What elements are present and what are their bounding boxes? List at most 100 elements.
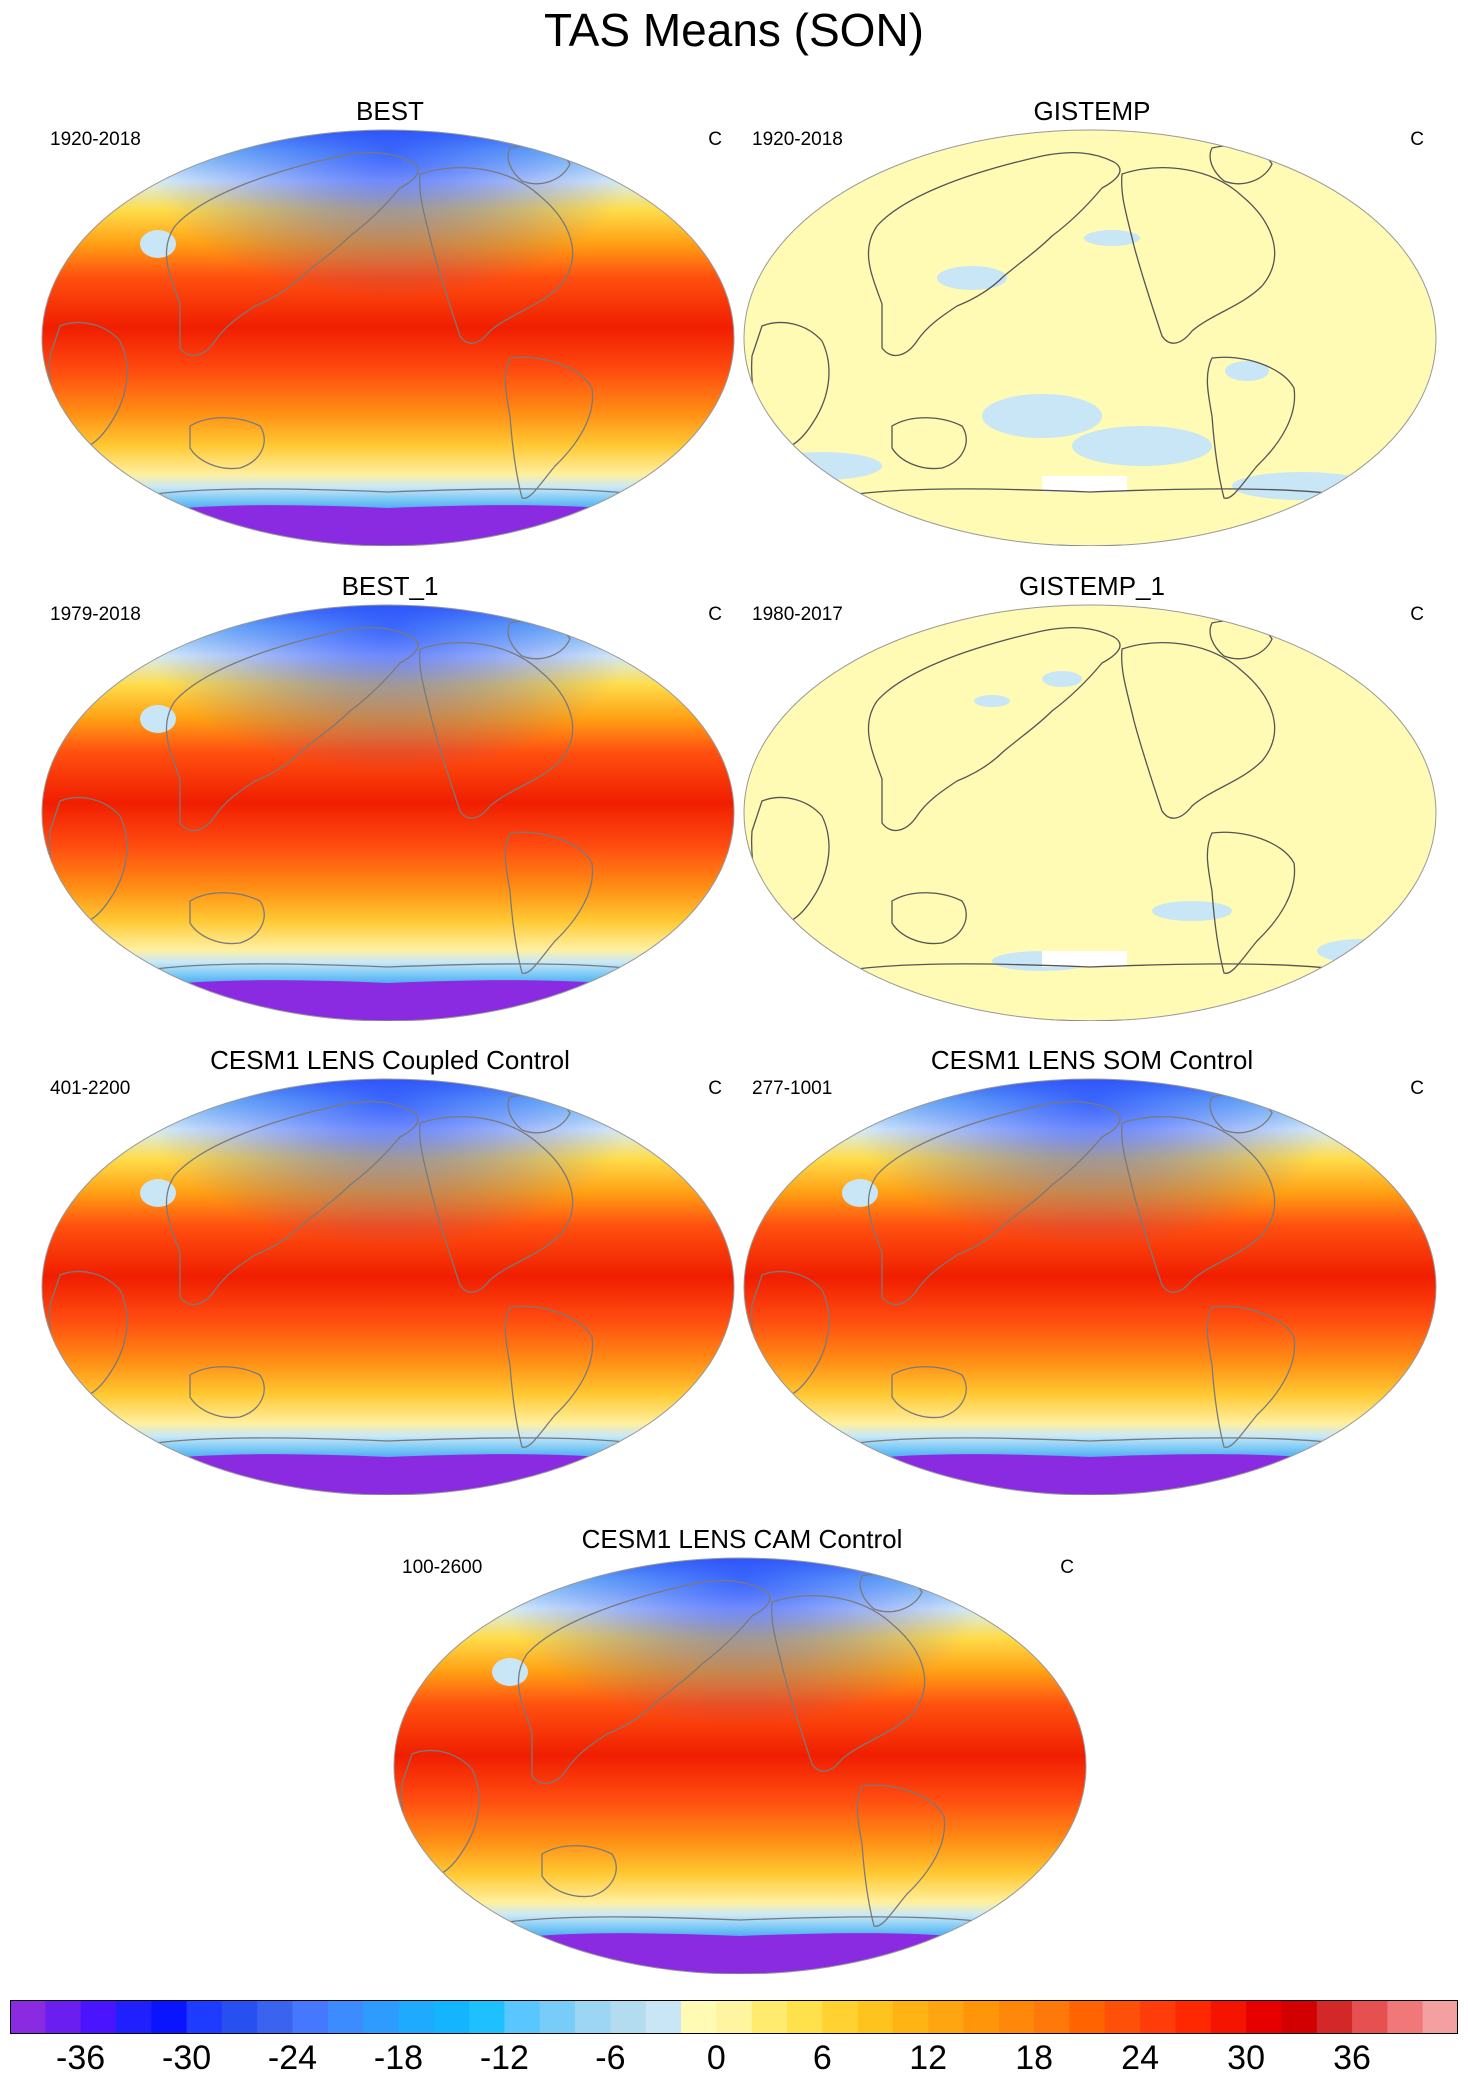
colorbar-swatch bbox=[151, 2000, 188, 2034]
panel-title: CESM1 LENS SOM Control bbox=[930, 1045, 1254, 1075]
colorbar-tick-label: 36 bbox=[1333, 2039, 1371, 2077]
colorbar-swatch bbox=[433, 2000, 470, 2034]
colorbar-swatch bbox=[186, 2000, 223, 2034]
world-map bbox=[743, 129, 1437, 546]
map-panel-cesm1-coupled: CESM1 LENS Coupled Control 401-2200 C bbox=[40, 1045, 740, 1495]
colorbar-swatch bbox=[610, 2000, 647, 2034]
cool-anomaly-region bbox=[1072, 426, 1212, 466]
arctic-cold-region bbox=[394, 1558, 1086, 1974]
coastline-samerica bbox=[504, 1305, 594, 1448]
map-border bbox=[393, 1557, 1087, 1974]
colorbar-swatch bbox=[963, 2000, 1000, 2034]
colorbar-swatch bbox=[751, 2000, 788, 2034]
coastline-samerica bbox=[1206, 356, 1296, 499]
panel-title: BEST_1 bbox=[341, 571, 439, 601]
coastline-namerica bbox=[419, 1116, 574, 1293]
missing-data-region bbox=[1042, 476, 1127, 492]
world-map bbox=[41, 1078, 735, 1495]
cool-anomaly-region bbox=[762, 452, 882, 480]
map-border bbox=[743, 604, 1437, 1021]
coastline-samerica bbox=[1206, 1305, 1296, 1448]
unit-label: C bbox=[1060, 1557, 1074, 1578]
colorbar-swatch bbox=[398, 2000, 435, 2034]
coastline-eurasia bbox=[165, 627, 419, 832]
colorbar-swatch bbox=[645, 2000, 682, 2034]
unit-label: C bbox=[708, 1078, 722, 1099]
coastline-eurasia bbox=[165, 152, 419, 357]
antarctic-cold-region bbox=[802, 1454, 1382, 1495]
coastline-namerica bbox=[419, 642, 574, 819]
colorbar-swatch bbox=[1069, 2000, 1106, 2034]
colorbar-swatch bbox=[822, 2000, 859, 2034]
colorbar-tick-label: -24 bbox=[267, 2039, 318, 2077]
cool-anomaly-region bbox=[974, 695, 1010, 707]
colorbar-swatch bbox=[1422, 2000, 1458, 2034]
colorbar-tick-label: 30 bbox=[1227, 2039, 1265, 2077]
map-border bbox=[41, 1078, 735, 1495]
colorbar-swatch bbox=[1281, 2000, 1318, 2034]
map-panel-gistemp: GISTEMP 1920-2018 C bbox=[742, 96, 1442, 546]
period-label: 1979-2018 bbox=[50, 604, 141, 625]
colorbar-swatch bbox=[786, 2000, 823, 2034]
colorbar-swatch bbox=[257, 2000, 294, 2034]
colorbar-swatch bbox=[928, 2000, 965, 2034]
coastline-australia bbox=[189, 417, 265, 470]
colorbar-tick-label: 18 bbox=[1015, 2039, 1054, 2077]
unit-label: C bbox=[1410, 604, 1424, 625]
cool-anomaly-region bbox=[937, 266, 1007, 290]
colorbar-swatch bbox=[292, 2000, 329, 2034]
coastline-samerica bbox=[504, 831, 594, 974]
colorbar-swatch bbox=[221, 2000, 258, 2034]
period-label: 277-1001 bbox=[752, 1078, 833, 1099]
colorbar-swatch bbox=[1387, 2000, 1424, 2034]
colorbar-tick-label: -6 bbox=[595, 2039, 626, 2077]
map-panel-cesm1-som: CESM1 LENS SOM Control 277-1001 C bbox=[742, 1045, 1442, 1495]
period-label: 1920-2018 bbox=[50, 129, 141, 150]
colorbar-swatch bbox=[1034, 2000, 1071, 2034]
cool-anomaly-region bbox=[1317, 939, 1407, 963]
panel-title: GISTEMP_1 bbox=[1019, 571, 1165, 601]
map-panel-best-1: BEST_1 1979-2018 C bbox=[40, 571, 740, 1021]
colorbar-swatch bbox=[681, 2000, 717, 2034]
period-label: 100-2600 bbox=[402, 1557, 483, 1578]
coastline-samerica bbox=[504, 356, 594, 499]
colorbar-tick-label: 12 bbox=[909, 2039, 948, 2077]
coastline-namerica bbox=[771, 1595, 926, 1772]
colorbar-tick-label: -36 bbox=[56, 2039, 106, 2077]
coastline-namerica bbox=[1121, 167, 1276, 344]
cool-anomaly-region bbox=[1232, 472, 1372, 500]
cool-anomaly-region bbox=[1042, 671, 1082, 687]
colorbar-swatch bbox=[857, 2000, 894, 2034]
coastline-namerica bbox=[419, 167, 574, 344]
cool-anomaly-region bbox=[1084, 230, 1140, 246]
coastline-australia bbox=[891, 892, 967, 945]
panel-title: CESM1 LENS Coupled Control bbox=[210, 1045, 570, 1075]
cool-anomaly-region bbox=[1225, 361, 1269, 381]
period-label: 401-2200 bbox=[50, 1078, 131, 1099]
antarctic-cold-region bbox=[100, 1454, 680, 1495]
coastline-eurasia bbox=[517, 1580, 771, 1785]
coastline-samerica bbox=[856, 1784, 946, 1927]
colorbar-tick-label: -30 bbox=[162, 2039, 212, 2077]
arctic-cold-region bbox=[42, 130, 734, 546]
arctic-cold-region bbox=[744, 1079, 1436, 1495]
colorbar-swatch bbox=[45, 2000, 82, 2034]
coastline-eurasia bbox=[165, 1101, 419, 1306]
map-border bbox=[743, 129, 1437, 546]
colorbar-swatch bbox=[327, 2000, 364, 2034]
colorbar-swatch bbox=[1175, 2000, 1212, 2034]
world-map bbox=[743, 604, 1437, 1021]
coastline-australia bbox=[891, 1366, 967, 1419]
unit-label: C bbox=[1410, 1078, 1424, 1099]
map-panel-gistemp-1: GISTEMP_1 1980-2017 C bbox=[742, 571, 1442, 1021]
colorbar-swatch bbox=[1210, 2000, 1247, 2034]
world-map bbox=[41, 129, 735, 546]
colorbar-tick-label: 0 bbox=[706, 2039, 726, 2077]
colorbar-tick-label: 24 bbox=[1121, 2039, 1159, 2077]
antarctic-cold-region bbox=[100, 980, 680, 1021]
colorbar-swatch bbox=[80, 2000, 117, 2034]
missing-data-region bbox=[1042, 951, 1127, 967]
arctic-cold-region bbox=[42, 1079, 734, 1495]
colorbar-tick-label: 6 bbox=[812, 2039, 832, 2077]
figure-title: TAS Means (SON) bbox=[544, 4, 924, 56]
